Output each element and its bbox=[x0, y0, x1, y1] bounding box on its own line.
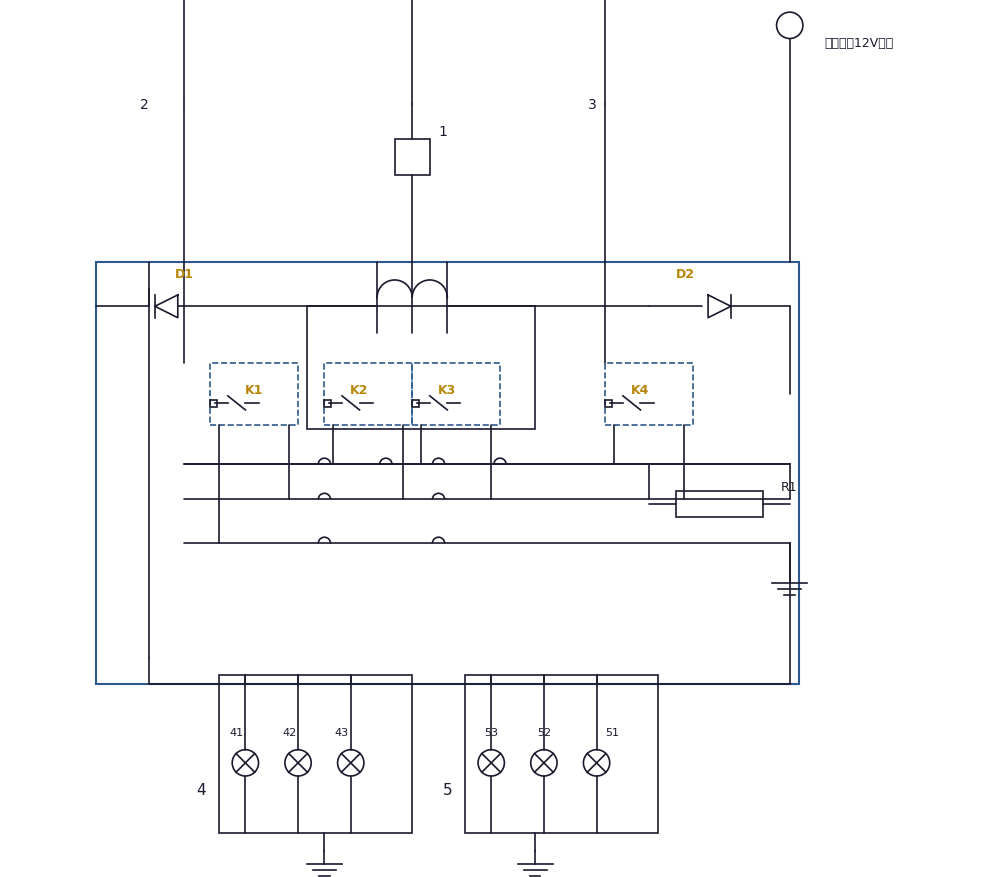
Text: D2: D2 bbox=[676, 267, 695, 281]
Bar bbox=[210, 401, 217, 408]
Text: K4: K4 bbox=[631, 384, 650, 396]
Text: 1: 1 bbox=[439, 125, 447, 139]
Bar bbox=[324, 401, 331, 408]
Text: R1: R1 bbox=[781, 481, 798, 493]
Bar bbox=[395, 140, 430, 175]
Bar bbox=[324, 364, 412, 425]
Text: 42: 42 bbox=[282, 727, 296, 737]
Text: 接闪光器12V输出: 接闪光器12V输出 bbox=[825, 38, 894, 50]
Bar bbox=[605, 364, 693, 425]
Text: 41: 41 bbox=[230, 727, 244, 737]
Text: K2: K2 bbox=[350, 384, 369, 396]
Text: D1: D1 bbox=[175, 267, 194, 281]
Bar bbox=[465, 675, 658, 833]
Bar bbox=[219, 675, 412, 833]
Text: 5: 5 bbox=[443, 781, 452, 797]
Bar bbox=[96, 263, 799, 684]
Text: 43: 43 bbox=[335, 727, 349, 737]
Text: 3: 3 bbox=[588, 98, 597, 112]
Bar bbox=[307, 307, 535, 430]
Bar bbox=[412, 401, 419, 408]
Bar bbox=[676, 491, 763, 517]
Text: K3: K3 bbox=[438, 384, 456, 396]
Text: 53: 53 bbox=[484, 727, 498, 737]
Text: 51: 51 bbox=[605, 727, 619, 737]
Bar bbox=[412, 364, 500, 425]
Text: 2: 2 bbox=[140, 98, 149, 112]
Text: 4: 4 bbox=[197, 781, 206, 797]
Bar bbox=[605, 401, 612, 408]
Bar bbox=[210, 364, 298, 425]
Text: K1: K1 bbox=[245, 384, 263, 396]
Text: 52: 52 bbox=[537, 727, 551, 737]
